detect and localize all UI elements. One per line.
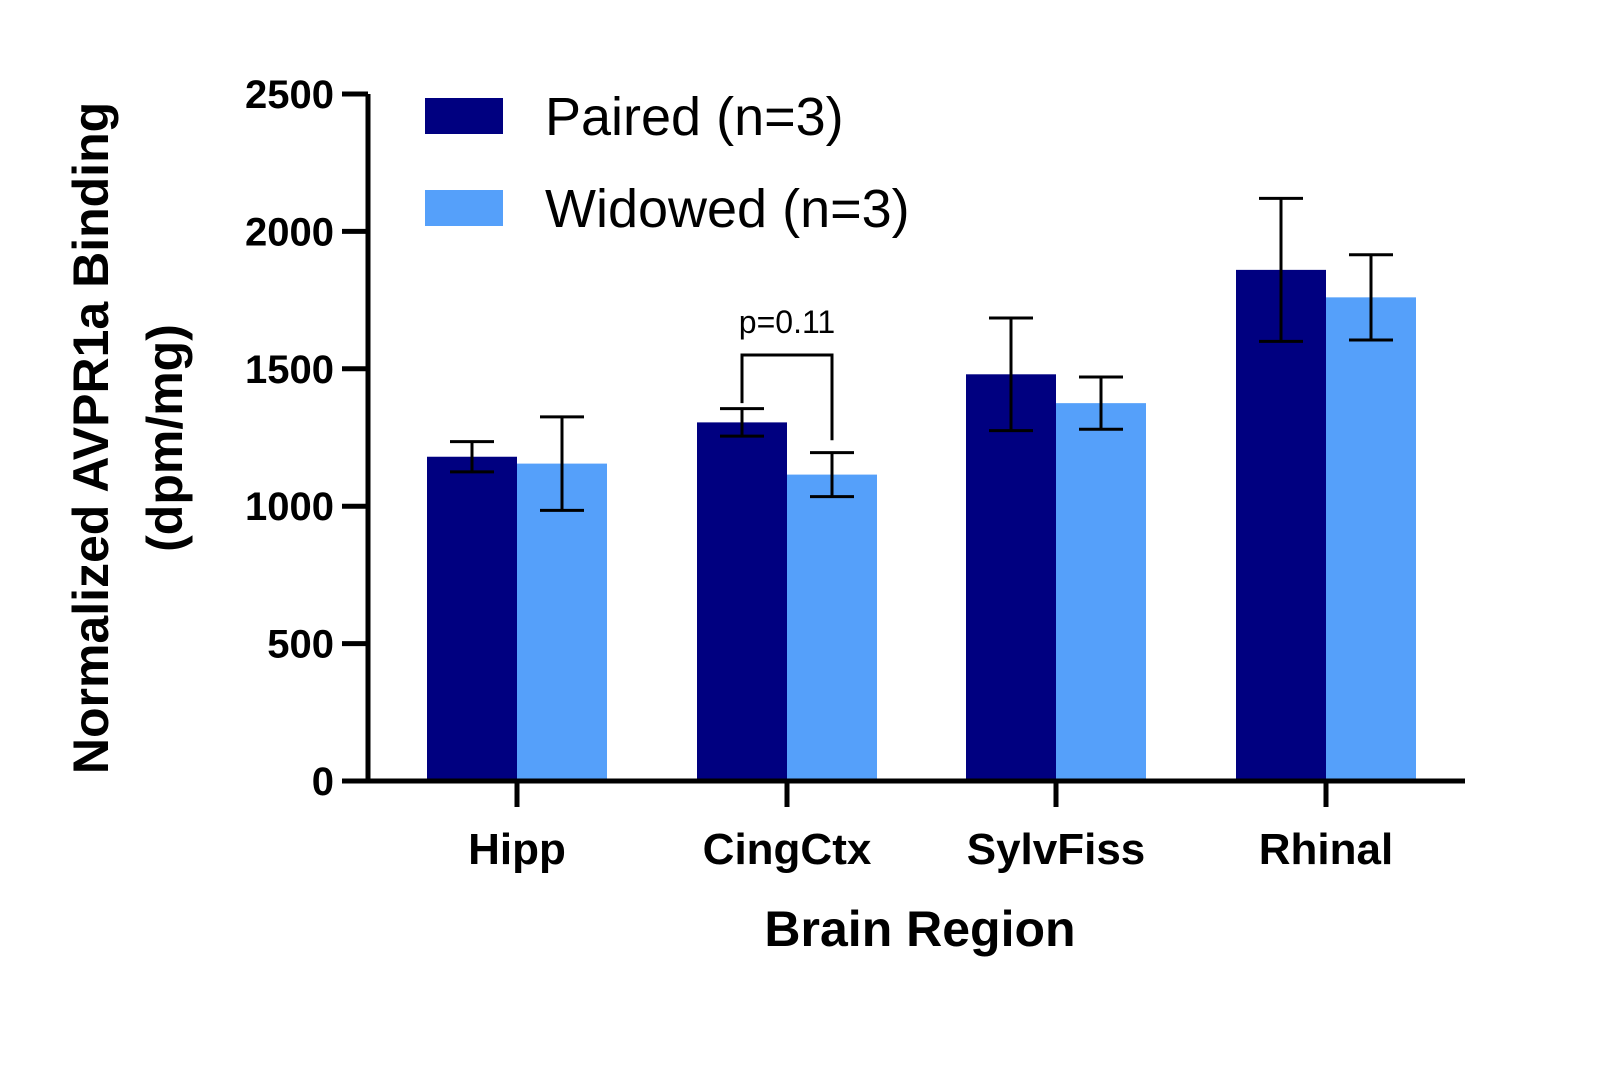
legend-item-widowed: Widowed (n=3) [425, 179, 910, 239]
legend-item-paired: Paired (n=3) [425, 87, 844, 147]
legend-swatch [425, 98, 503, 134]
y-tick-label: 0 [312, 760, 334, 804]
bar-widowed-sylvfiss [1056, 403, 1146, 781]
y-tick-label: 1500 [245, 348, 334, 392]
bar-paired-cingctx [697, 422, 787, 781]
x-axis-title: Brain Region [764, 901, 1075, 957]
y-tick-label: 2000 [245, 210, 334, 254]
y-axis-title-line1: Normalized AVPR1a Binding [63, 102, 119, 774]
error-bar-widowed-rhinal [1349, 253, 1393, 342]
bar-widowed-cingctx [787, 474, 877, 781]
y-axis-title-line2: (dpm/mg) [137, 324, 193, 552]
bar-widowed-rhinal [1326, 297, 1416, 781]
significance-bracket [740, 353, 834, 441]
error-bar-widowed-hipp [540, 415, 584, 512]
error-bar-paired-sylvfiss [989, 316, 1033, 433]
error-bar-widowed-sylvfiss [1079, 375, 1123, 431]
y-tick-label: 2500 [245, 73, 334, 117]
bar-paired-hipp [427, 456, 517, 781]
legend-label: Paired (n=3) [545, 87, 844, 147]
legend-label: Widowed (n=3) [545, 179, 910, 239]
error-bar-paired-cingctx [720, 407, 764, 438]
error-bar-paired-rhinal [1259, 196, 1303, 343]
bar-paired-rhinal [1236, 269, 1326, 781]
legend-swatch [425, 190, 503, 226]
bar-widowed-hipp [517, 463, 607, 781]
y-tick-label: 1000 [245, 485, 334, 529]
error-bar-widowed-cingctx [810, 451, 854, 499]
x-category-label-rhinal: Rhinal [1259, 825, 1393, 874]
annotation-label: p=0.11 [739, 304, 835, 340]
x-category-label-hipp: Hipp [468, 825, 566, 874]
x-category-label-cingctx: CingCtx [703, 825, 872, 874]
y-tick-label: 500 [267, 623, 334, 667]
error-bar-paired-hipp [450, 440, 494, 474]
x-category-label-sylvfiss: SylvFiss [967, 825, 1146, 874]
bar-paired-sylvfiss [966, 374, 1056, 781]
